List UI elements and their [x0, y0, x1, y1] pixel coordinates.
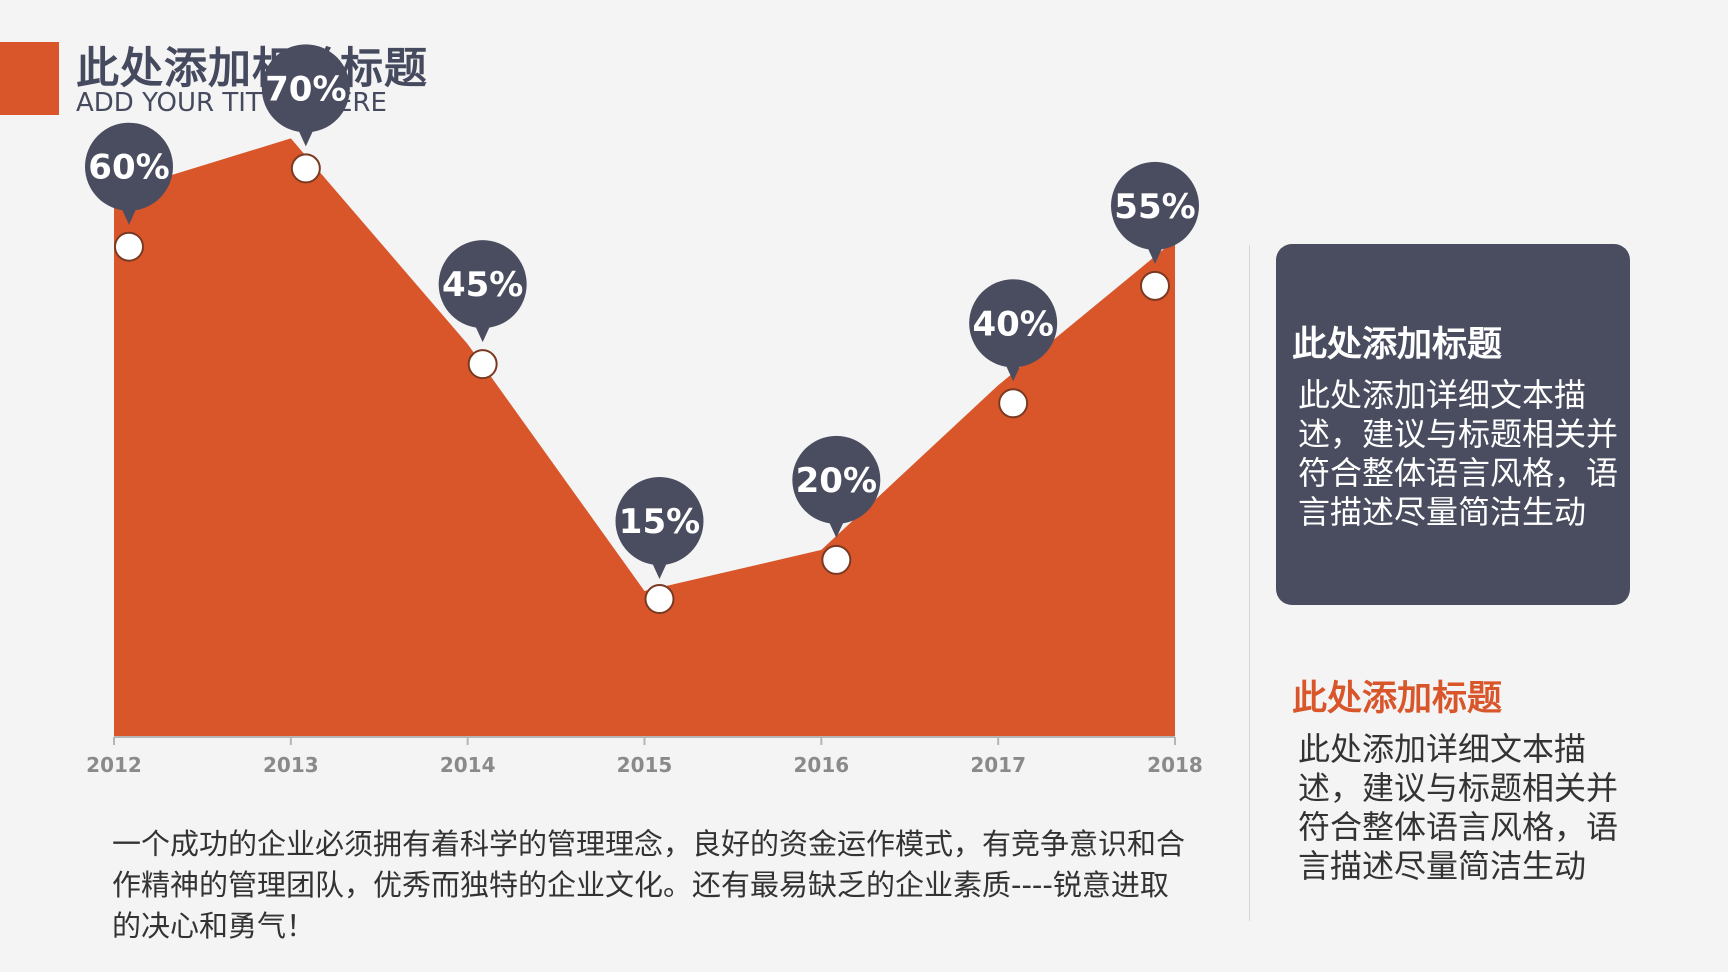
chart-description: 一个成功的企业必须拥有着科学的管理理念，良好的资金运作模式，有竞争意识和合作精神… [112, 827, 1186, 943]
value-bubble [792, 435, 881, 524]
info-card-title: 此处添加标题 [1292, 679, 1503, 719]
highlight-card-title: 此处添加标题 [1292, 325, 1503, 365]
data-markers: 60% 70% 45% 15% 20% 40% 55% [85, 44, 1199, 615]
data-point-marker [1140, 270, 1170, 301]
data-point: 60% [85, 122, 173, 262]
data-point: 70% [261, 44, 350, 184]
data-point-marker [821, 544, 852, 575]
data-point-marker [114, 231, 144, 262]
vertical-divider [1249, 245, 1250, 921]
data-label: 55% [1114, 187, 1195, 227]
data-point: 45% [438, 240, 527, 380]
x-tick-label: 2017 [970, 753, 1026, 777]
data-point: 55% [1111, 161, 1199, 301]
area-series [114, 138, 1175, 737]
data-point: 40% [969, 279, 1058, 419]
x-axis-ticks: 2012 2013 2014 2015 2016 2017 2018 [86, 737, 1203, 777]
highlight-card [1276, 244, 1630, 605]
data-point-marker [998, 388, 1029, 419]
data-label: 45% [442, 265, 523, 305]
data-label: 60% [88, 148, 169, 188]
x-tick-label: 2015 [617, 753, 673, 777]
data-point: 15% [615, 477, 704, 615]
x-tick-label: 2018 [1147, 753, 1203, 777]
data-point-marker [644, 584, 675, 615]
x-tick-label: 2012 [86, 753, 142, 777]
title-accent-block [0, 42, 59, 115]
data-point-marker [290, 153, 321, 184]
data-label: 40% [972, 304, 1053, 344]
highlight-card-body: 此处添加详细文本描述，建议与标题相关并符合整体语言风格，语言描述尽量简洁生动 [1298, 376, 1619, 531]
value-bubble [1111, 161, 1199, 250]
page-title: 此处添加相关标题 [76, 44, 428, 94]
value-bubble [969, 279, 1058, 368]
data-point-marker [467, 349, 498, 380]
x-tick-label: 2014 [440, 753, 496, 777]
data-label: 15% [619, 502, 700, 542]
x-tick-label: 2016 [793, 753, 849, 777]
x-tick-label: 2013 [263, 753, 319, 777]
value-bubble [438, 240, 527, 329]
area-chart: 2012 2013 2014 2015 2016 2017 2018 60% 70% 45% 15… [85, 44, 1203, 777]
value-bubble [615, 477, 704, 566]
data-label: 70% [265, 69, 346, 109]
value-bubble [261, 44, 350, 133]
data-label: 20% [796, 461, 877, 501]
data-point: 20% [792, 435, 881, 575]
value-bubble [85, 122, 173, 211]
info-card-body: 此处添加详细文本描述，建议与标题相关并符合整体语言风格，语言描述尽量简洁生动 [1298, 730, 1619, 885]
